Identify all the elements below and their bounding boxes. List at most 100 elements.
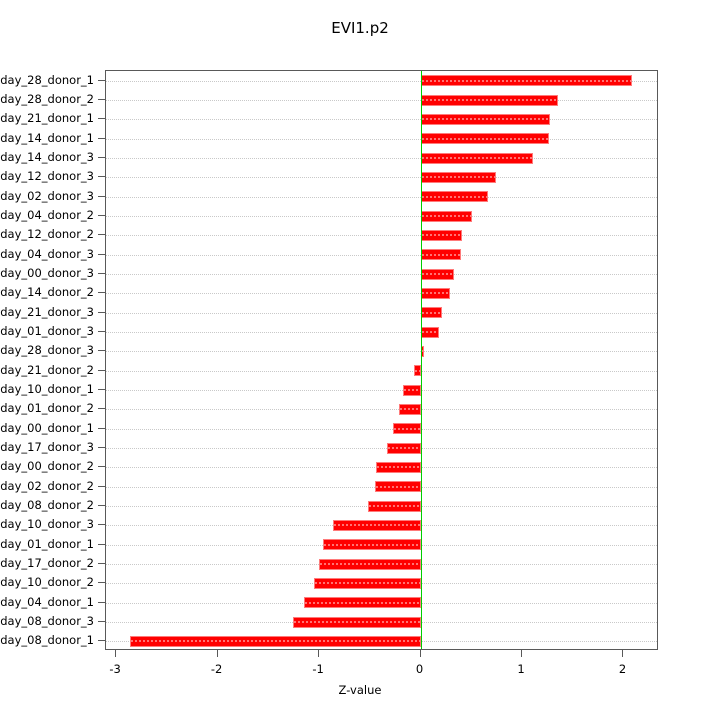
x-axis-tick-label: 2 xyxy=(618,662,627,676)
y-axis-tick xyxy=(98,99,105,100)
y-axis-label: day_14_donor_3 xyxy=(0,150,94,164)
y-axis-label: day_08_donor_2 xyxy=(0,498,94,512)
bar xyxy=(420,94,558,106)
y-axis-tick xyxy=(98,582,105,584)
bar xyxy=(292,616,421,628)
chart-title: EVI1.p2 xyxy=(331,19,389,37)
x-axis-tick-label: -3 xyxy=(109,662,121,676)
gridline xyxy=(106,274,657,275)
y-axis-label: day_01_donor_1 xyxy=(0,536,94,551)
bar xyxy=(303,597,421,609)
bar xyxy=(375,461,421,473)
x-axis-tick xyxy=(521,650,523,657)
y-axis-label: day_28_donor_3 xyxy=(0,343,94,358)
bar xyxy=(333,519,421,531)
bar xyxy=(420,229,463,241)
y-axis-label: day_12_donor_2 xyxy=(0,227,94,242)
y-axis-tick xyxy=(98,601,105,603)
y-axis-tick xyxy=(98,369,105,371)
bar xyxy=(323,539,421,551)
zero-reference-line xyxy=(420,71,423,649)
y-axis-label: day_10_donor_2 xyxy=(0,575,94,590)
bar xyxy=(393,423,421,435)
y-axis-label: day_04_donor_3 xyxy=(0,246,94,261)
y-axis-tick xyxy=(98,79,105,81)
y-axis-tick xyxy=(98,157,105,158)
gridline xyxy=(106,293,657,295)
x-axis-tick xyxy=(419,650,421,657)
y-axis-tick xyxy=(98,234,105,236)
gridline xyxy=(106,196,657,198)
y-axis-label: day_10_donor_3 xyxy=(0,517,94,532)
gridline xyxy=(106,216,657,217)
y-axis-label: day_14_donor_2 xyxy=(0,285,94,300)
x-axis-tick xyxy=(115,650,117,657)
y-axis-tick xyxy=(98,273,105,274)
bar xyxy=(420,249,462,261)
y-axis-label: day_01_donor_3 xyxy=(0,324,94,338)
y-axis-tick xyxy=(98,427,105,429)
bar xyxy=(420,171,496,183)
y-axis-tick xyxy=(98,292,105,294)
y-axis-tick xyxy=(98,253,105,255)
y-axis-tick xyxy=(98,543,105,545)
gridline xyxy=(106,448,657,449)
y-axis-tick xyxy=(98,311,105,313)
y-axis-label: day_04_donor_1 xyxy=(0,594,94,609)
x-axis-tick xyxy=(318,650,320,657)
x-axis-tick-label: 1 xyxy=(517,662,525,676)
bar xyxy=(420,113,551,125)
bar xyxy=(420,307,442,319)
bar xyxy=(414,365,421,377)
bar xyxy=(420,75,632,87)
y-axis-tick xyxy=(98,118,105,120)
x-axis: -3 -2 -1 0 1 2 xyxy=(105,650,658,676)
y-axis-tick xyxy=(98,640,105,642)
y-axis-tick xyxy=(98,215,105,216)
y-axis-label: day_00_donor_1 xyxy=(0,420,94,435)
y-axis-label: day_17_donor_3 xyxy=(0,440,94,454)
x-axis-tick-label: 0 xyxy=(415,662,424,676)
gridline xyxy=(106,119,657,121)
gridline xyxy=(106,312,657,314)
gridline xyxy=(106,80,657,82)
bar xyxy=(314,577,421,589)
bar xyxy=(420,268,455,280)
y-axis-label: day_00_donor_2 xyxy=(0,459,94,474)
bar xyxy=(420,287,450,299)
gridline xyxy=(106,138,657,140)
y-axis-label: day_17_donor_2 xyxy=(0,556,94,570)
y-axis-tick xyxy=(98,408,105,410)
y-axis-label: day_14_donor_1 xyxy=(0,130,94,145)
y-axis-label: day_28_donor_1 xyxy=(0,72,94,87)
x-axis-title: Z-value xyxy=(338,683,382,697)
gridline xyxy=(106,100,657,101)
y-axis-tick xyxy=(98,505,105,506)
y-axis-label: day_02_donor_2 xyxy=(0,478,94,493)
gridline xyxy=(106,370,657,372)
bar xyxy=(367,500,421,512)
x-axis-tick xyxy=(216,650,218,657)
y-axis-label: day_04_donor_2 xyxy=(0,208,94,222)
bar xyxy=(399,403,421,415)
y-axis-tick xyxy=(98,466,105,468)
bar xyxy=(420,326,439,338)
gridline xyxy=(106,351,657,353)
gridline xyxy=(106,390,657,391)
plot-area xyxy=(105,70,658,650)
y-axis: day_28_donor_1 day_28_donor_2 day_21_donor… xyxy=(0,70,105,650)
bar xyxy=(420,152,534,164)
bar xyxy=(374,481,421,493)
y-axis-tick xyxy=(98,137,105,139)
gridline xyxy=(106,254,657,256)
y-axis-tick xyxy=(98,447,105,448)
y-axis-label: day_02_donor_3 xyxy=(0,188,94,203)
y-axis-label: day_21_donor_2 xyxy=(0,362,94,377)
gridline xyxy=(106,428,657,430)
y-axis-tick xyxy=(98,331,105,332)
y-axis-tick xyxy=(98,389,105,390)
y-axis-label: day_00_donor_3 xyxy=(0,266,94,280)
bar xyxy=(130,635,421,647)
bar xyxy=(420,210,473,222)
